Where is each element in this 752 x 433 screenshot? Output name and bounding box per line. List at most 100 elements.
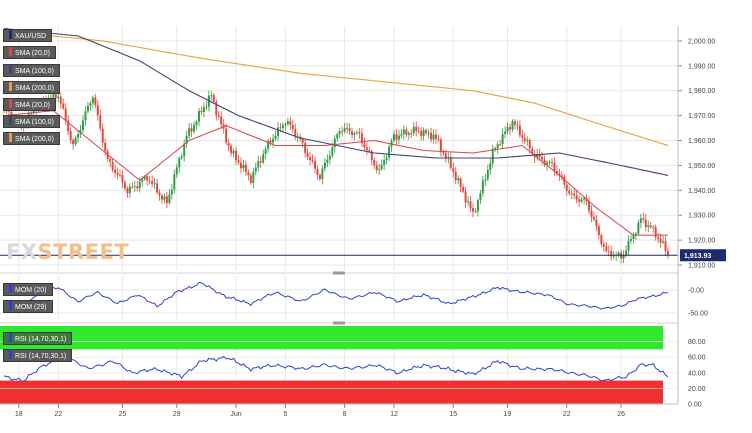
candle-body [274,136,277,139]
candle-body [578,199,581,202]
candle-body [318,174,321,180]
candle-body [397,135,400,140]
candle-body [652,227,655,228]
legend-mom-20[interactable]: MOM (20) [3,283,53,296]
candle-body [143,176,146,180]
candle-body [644,219,647,228]
candle-body [491,148,494,164]
last-price-label: 1,913.93 [684,253,711,260]
candle-body [368,150,371,152]
candle-body [558,173,561,176]
candle-body [32,110,35,114]
y-tick-label: 1,950.00 [688,163,715,170]
legend-rsi-a[interactable]: RSI (14,70,30,1) [3,332,73,345]
candle-body [573,193,576,196]
candle-body [230,146,233,154]
candle-body [365,147,368,151]
y-tick-label: 2,000.00 [688,38,715,45]
legend-rsi-b[interactable]: RSI (14,70,30,1) [3,349,73,362]
candle-body [496,144,499,149]
candle-body [77,133,80,138]
series-swatch-icon [9,47,12,56]
candle-body [183,143,186,157]
candle-body [605,246,608,251]
candle-body [543,159,546,166]
candle-body [592,216,595,220]
candle-body [625,250,628,255]
candle-body [57,96,60,99]
candle-body [363,143,366,148]
legend-symbol[interactable]: XAU/USD [3,29,53,42]
legend-sma-200[interactable]: SMA (200,0) [3,81,60,94]
candle-body [511,121,514,130]
panel-bg [0,26,678,270]
candle-body [484,179,487,181]
candle-body [580,199,583,202]
candle-body [131,186,134,188]
candle-body [338,130,341,135]
candle-body [69,131,72,141]
candle-body [239,162,242,169]
candle-body [220,116,223,125]
candle-body [286,121,289,124]
candle-body [555,170,558,174]
candle-body [121,174,124,183]
candle-body [474,211,477,213]
x-tick-label: 22 [54,411,62,418]
x-tick-label: 8 [343,411,347,418]
candle-body [89,103,92,106]
candle-body [370,151,373,160]
y-tick-label: 80.00 [688,339,706,346]
series-swatch-icon [9,301,12,310]
legend-sma-20[interactable]: SMA (20,0) [3,46,57,59]
candle-body [259,161,262,163]
candle-body [528,140,531,149]
candle-body [546,162,549,166]
y-tick-label: 0.00 [688,402,702,409]
candle-body [610,251,613,257]
candle-body [114,169,117,173]
candle-body [284,123,287,126]
candle-body [178,158,181,168]
candle-body [536,153,539,158]
legend-sma-100-b[interactable]: SMA (100,0) [3,115,60,128]
candle-body [486,169,489,180]
candle-body [457,178,460,181]
x-tick-label: 26 [617,411,625,418]
legend-sma-100[interactable]: SMA (100,0) [3,64,60,77]
candle-body [341,130,344,132]
candle-body [595,219,598,227]
candle-body [459,178,462,187]
candle-body [84,111,87,121]
legend-sma-200-b[interactable]: SMA (200,0) [3,132,60,145]
series-swatch-icon [9,333,12,342]
legend-mom-29[interactable]: MOM (29) [3,300,53,313]
candle-body [158,192,161,196]
x-tick-label: 15 [449,411,457,418]
candle-body [472,208,474,212]
candle-body [163,196,166,200]
y-tick-label: 1,910.00 [688,263,715,270]
candle-body [232,150,235,154]
candle-body [30,113,33,115]
candle-body [405,129,408,135]
candle-body [148,180,151,182]
candle-body [351,131,354,136]
series-swatch-icon [9,133,12,142]
candle-body [353,133,356,136]
candle-body [94,97,97,106]
candle-body [400,134,403,136]
candle-body [311,159,314,162]
fxstreet-logo-icon: FXSTREET [6,240,130,264]
legend-sma-20-b[interactable]: SMA (20,0) [3,98,57,111]
price-mom-splitter-handle [333,271,345,275]
last-price-badge [680,249,726,262]
candle-body [72,140,75,145]
candle-body [277,127,279,137]
candle-body [513,121,516,125]
candle-body [469,201,472,209]
candle-body [281,125,284,128]
candle-body [119,174,122,176]
x-tick-label: 29 [173,411,181,418]
